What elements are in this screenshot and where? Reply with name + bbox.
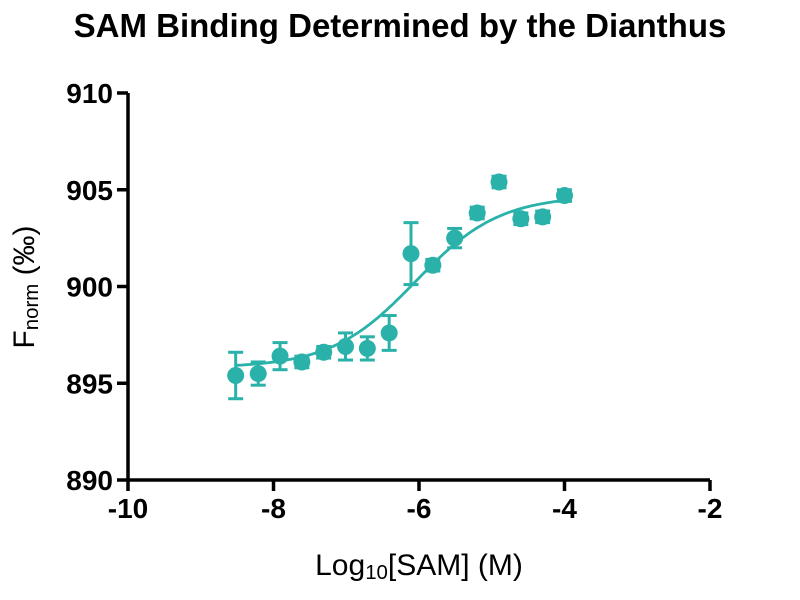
data-point <box>424 256 442 274</box>
data-point <box>227 367 245 385</box>
data-point <box>293 353 311 371</box>
x-axis-label-main: Log <box>315 549 366 582</box>
y-tick-label: 890 <box>66 465 113 496</box>
axis-frame <box>126 93 710 482</box>
chart-title: SAM Binding Determined by the Dianthus <box>73 7 727 44</box>
data-point <box>402 245 420 263</box>
x-tick-label: -6 <box>407 493 432 524</box>
data-point <box>380 324 398 342</box>
fit-curve <box>235 199 565 367</box>
data-point <box>337 337 355 355</box>
x-tick-label: -8 <box>261 493 286 524</box>
y-tick-label: 895 <box>66 368 113 399</box>
y-axis-label-unit: (‰) <box>8 225 41 284</box>
data-point <box>271 347 289 365</box>
x-tick-label: -10 <box>108 493 148 524</box>
y-axis-label-main: F <box>8 330 41 349</box>
data-point <box>556 187 573 205</box>
data-point <box>358 339 376 357</box>
data-point <box>249 365 267 383</box>
data-point <box>534 208 552 226</box>
data-point <box>446 229 464 247</box>
data-point <box>468 204 486 222</box>
data-point <box>490 173 508 191</box>
y-tick-label: 900 <box>66 272 113 303</box>
x-tick-label: -2 <box>698 493 723 524</box>
x-axis-label-subscript: 10 <box>365 561 388 584</box>
x-axis-label-unit: [SAM] (M) <box>387 549 523 582</box>
data-point <box>315 343 333 361</box>
y-axis-label-subscript: norm <box>20 283 43 331</box>
y-tick-label: 905 <box>66 175 113 206</box>
x-axis-label: Log10[SAM] (M) <box>315 549 523 584</box>
x-tick-label: -4 <box>552 493 577 524</box>
data-point <box>512 210 530 228</box>
y-tick-label: 910 <box>66 78 113 109</box>
y-axis-label: Fnorm (‰) <box>8 225 43 349</box>
